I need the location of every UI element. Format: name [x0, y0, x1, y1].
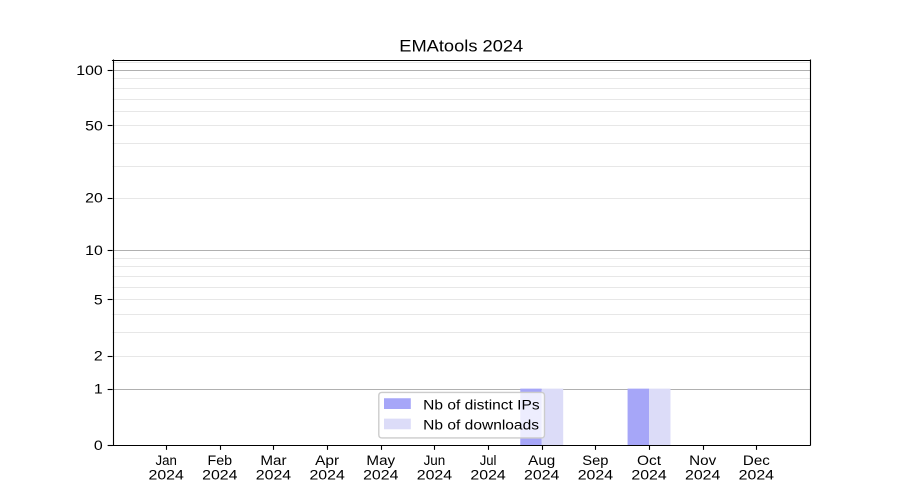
svg-text:Sep: Sep: [582, 452, 608, 468]
svg-text:Aug: Aug: [528, 452, 555, 468]
svg-text:2024: 2024: [256, 467, 292, 483]
svg-text:10: 10: [85, 242, 103, 258]
svg-text:2024: 2024: [739, 467, 775, 483]
svg-text:Dec: Dec: [743, 452, 770, 468]
svg-text:Nb of downloads: Nb of downloads: [423, 417, 539, 433]
svg-text:1: 1: [94, 381, 103, 397]
svg-text:0: 0: [94, 437, 103, 453]
svg-text:May: May: [366, 452, 395, 468]
svg-text:EMAtools 2024: EMAtools 2024: [399, 37, 523, 56]
svg-text:2024: 2024: [524, 467, 560, 483]
svg-text:Feb: Feb: [208, 452, 233, 468]
svg-text:5: 5: [94, 291, 103, 307]
svg-text:Nov: Nov: [689, 452, 716, 468]
svg-text:Jul: Jul: [480, 452, 497, 468]
svg-text:2024: 2024: [578, 467, 614, 483]
svg-text:Jan: Jan: [155, 452, 176, 468]
svg-text:2024: 2024: [417, 467, 453, 483]
svg-text:Mar: Mar: [260, 452, 287, 468]
svg-text:2024: 2024: [685, 467, 721, 483]
svg-text:100: 100: [76, 62, 103, 78]
svg-text:2024: 2024: [309, 467, 345, 483]
svg-text:Jun: Jun: [424, 452, 446, 468]
svg-text:Nb of distinct IPs: Nb of distinct IPs: [423, 396, 539, 412]
svg-text:2024: 2024: [470, 467, 506, 483]
svg-text:2024: 2024: [148, 467, 184, 483]
svg-text:2024: 2024: [631, 467, 667, 483]
svg-text:Oct: Oct: [637, 452, 661, 468]
svg-text:2024: 2024: [363, 467, 399, 483]
svg-text:2024: 2024: [202, 467, 238, 483]
svg-text:Apr: Apr: [315, 452, 339, 468]
svg-text:2: 2: [94, 348, 103, 364]
svg-text:50: 50: [85, 117, 103, 133]
svg-text:20: 20: [85, 190, 103, 206]
